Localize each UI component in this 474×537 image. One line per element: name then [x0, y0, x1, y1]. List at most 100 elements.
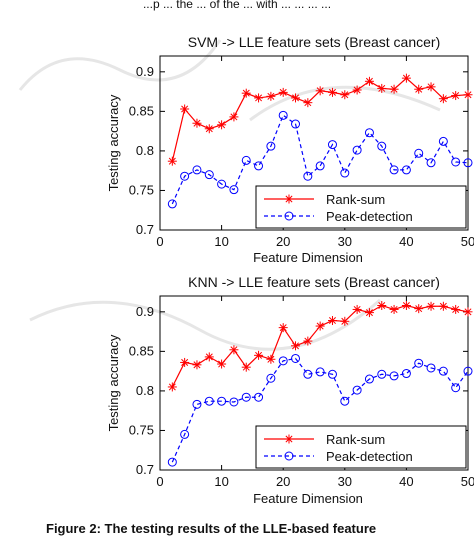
- legend-label: Peak-detection: [326, 449, 413, 464]
- y-tick-label: 0.85: [129, 343, 154, 358]
- star-stroke: [205, 353, 213, 361]
- star-point: [414, 304, 424, 314]
- circle-point: [204, 170, 214, 180]
- star-stroke: [415, 305, 423, 313]
- star-stroke: [427, 83, 435, 91]
- star-point: [217, 359, 227, 369]
- star-point: [364, 76, 374, 86]
- x-tick-label: 20: [276, 234, 290, 249]
- star-stroke: [452, 92, 460, 100]
- top-cut-text: ...p ... the ... of the ... with ... ...…: [143, 0, 331, 11]
- star-stroke: [341, 317, 349, 325]
- circle-point: [389, 165, 399, 175]
- x-tick-label: 0: [156, 474, 163, 489]
- y-tick-label: 0.85: [129, 103, 154, 118]
- series-peak-detection: [167, 353, 473, 467]
- circle-point: [389, 371, 399, 381]
- circle-point: [463, 366, 473, 376]
- star-point: [438, 94, 448, 104]
- circle-point: [327, 369, 337, 379]
- circle-point: [364, 374, 374, 384]
- star-point: [426, 82, 436, 92]
- star-stroke: [378, 301, 386, 309]
- star-point: [315, 86, 325, 96]
- star-point: [315, 321, 325, 331]
- star-stroke: [402, 74, 410, 82]
- star-stroke: [304, 337, 312, 345]
- star-stroke: [255, 94, 263, 102]
- circle-point: [303, 369, 313, 379]
- circle-point: [241, 155, 251, 165]
- star-stroke: [328, 88, 336, 96]
- x-axis-label: Feature Dimension: [253, 491, 363, 506]
- star-point: [167, 156, 177, 166]
- circle-point: [364, 128, 374, 138]
- legend-marker: [284, 451, 294, 461]
- star-point: [414, 84, 424, 94]
- star-point: [217, 120, 227, 130]
- x-tick-label: 10: [214, 234, 228, 249]
- circle-point: [278, 110, 288, 120]
- x-tick-label: 40: [399, 234, 413, 249]
- star-stroke: [279, 88, 287, 96]
- star-stroke: [181, 105, 189, 113]
- star-stroke: [168, 157, 176, 165]
- star-point: [180, 357, 190, 367]
- star-point: [389, 304, 399, 314]
- star-point: [241, 88, 251, 98]
- star-stroke: [285, 195, 293, 203]
- chart-knn: KNN -> LLE feature sets (Breast cancer) 0…: [106, 274, 474, 506]
- circle-point: [463, 158, 473, 168]
- star-stroke: [390, 85, 398, 93]
- legend-label: Rank-sum: [326, 432, 385, 447]
- star-point: [340, 316, 350, 326]
- chart-title: SVM -> LLE feature sets (Breast cancer): [188, 34, 441, 50]
- star-stroke: [439, 302, 447, 310]
- x-tick-label: 30: [338, 234, 352, 249]
- star-point: [327, 87, 337, 97]
- circle-point: [303, 171, 313, 181]
- circle-point: [414, 358, 424, 368]
- circle-point: [192, 399, 202, 409]
- circle-point: [278, 356, 288, 366]
- y-tick-label: 0.8: [136, 383, 154, 398]
- star-stroke: [378, 84, 386, 92]
- legend-label: Peak-detection: [326, 209, 413, 224]
- x-tick-label: 0: [156, 234, 163, 249]
- star-point: [266, 91, 276, 101]
- circle-point: [426, 158, 436, 168]
- series-peak-detection: [167, 110, 473, 209]
- star-point: [389, 84, 399, 94]
- circle-point: [352, 385, 362, 395]
- circle-point: [377, 369, 387, 379]
- star-point: [254, 93, 264, 103]
- star-point: [451, 304, 461, 314]
- circle-point: [192, 165, 202, 175]
- circle-point: [254, 161, 264, 171]
- star-stroke: [168, 383, 176, 391]
- circle-point: [229, 185, 239, 195]
- y-axis-label: Testing accuracy: [106, 334, 121, 431]
- figure-caption: Figure 2: The testing results of the LLE…: [46, 521, 376, 536]
- x-tick-label: 50: [461, 234, 474, 249]
- star-point: [340, 90, 350, 100]
- star-stroke: [193, 361, 201, 369]
- star-point: [451, 91, 461, 101]
- circle-point: [167, 199, 177, 209]
- star-stroke: [402, 301, 410, 309]
- star-stroke: [267, 92, 275, 100]
- star-point: [377, 83, 387, 93]
- star-point: [303, 336, 313, 346]
- star-stroke: [242, 363, 250, 371]
- star-stroke: [230, 346, 238, 354]
- circle-point: [401, 369, 411, 379]
- circle-point: [377, 141, 387, 151]
- star-stroke: [316, 322, 324, 330]
- chart-title: KNN -> LLE feature sets (Breast cancer): [188, 274, 440, 290]
- star-stroke: [242, 89, 250, 97]
- star-stroke: [427, 302, 435, 310]
- y-tick-label: 0.8: [136, 143, 154, 158]
- star-stroke: [193, 119, 201, 127]
- star-point: [204, 124, 214, 134]
